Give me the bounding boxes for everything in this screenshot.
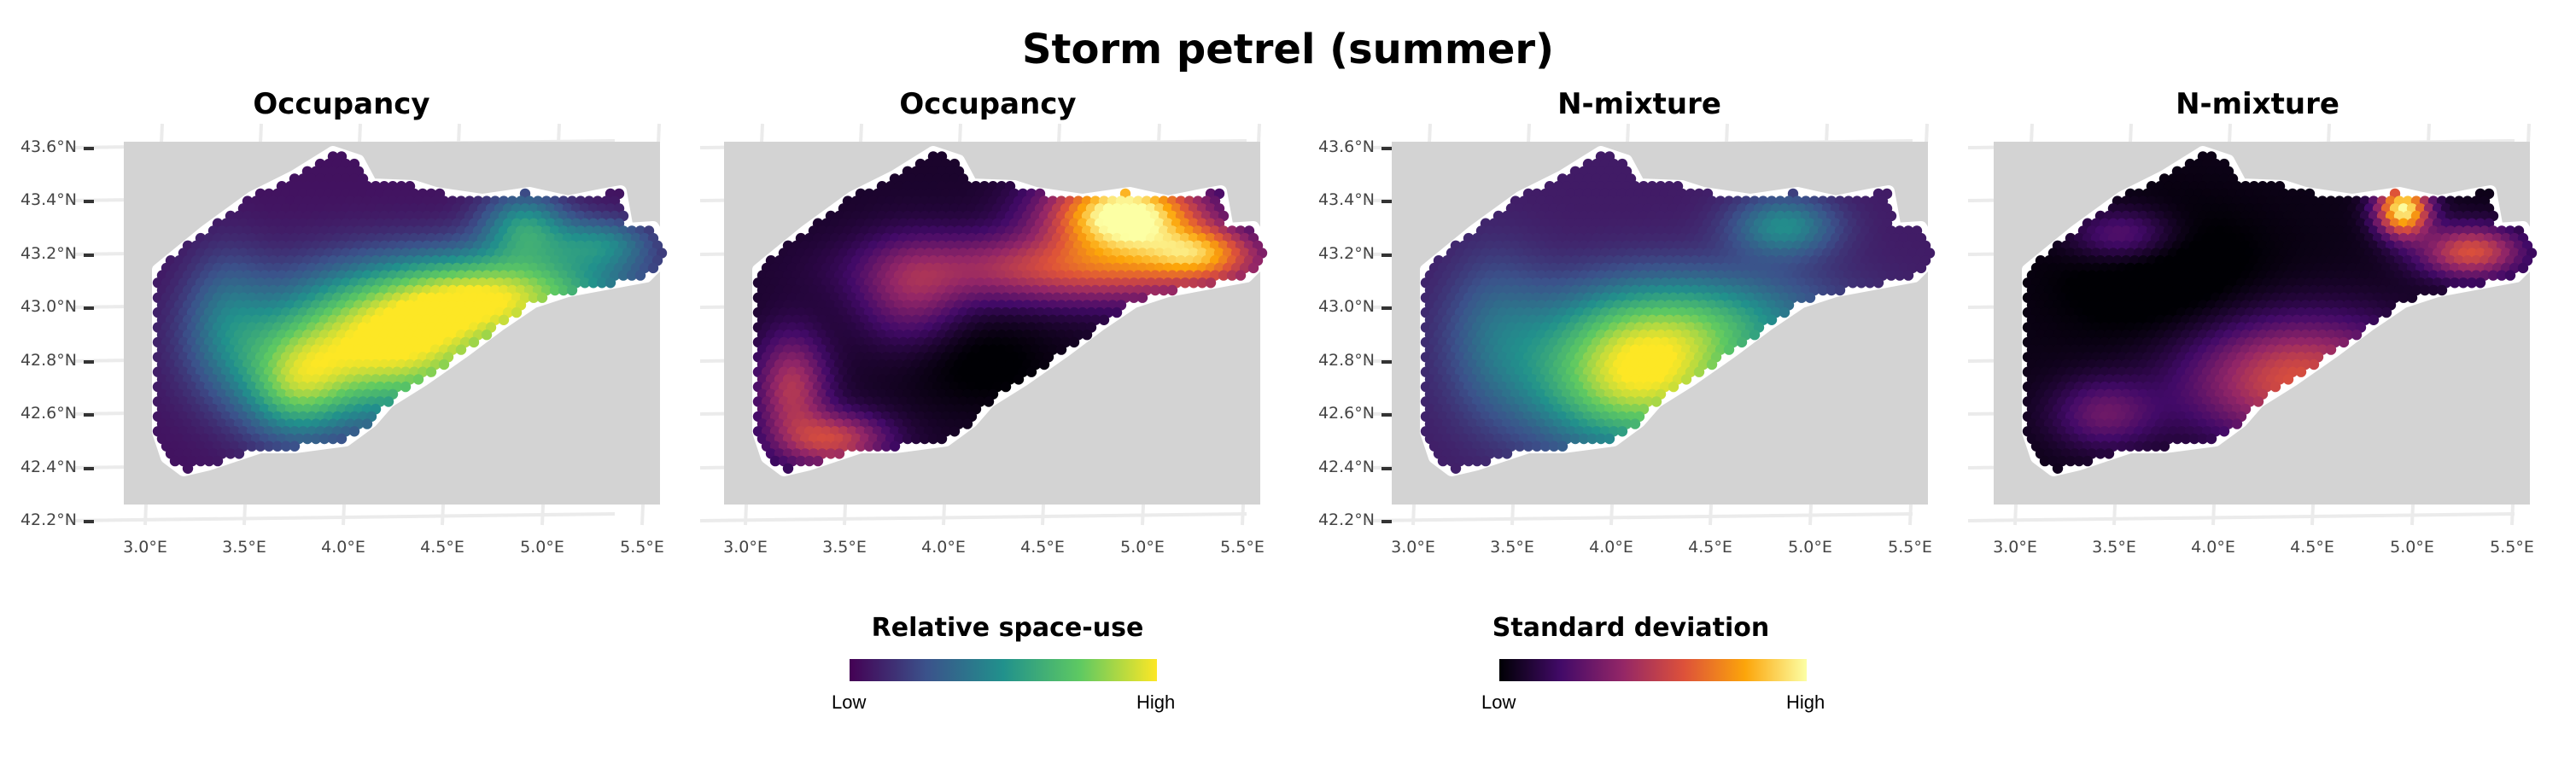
y-tick-label: 43.4°N: [1317, 190, 1375, 209]
y-tick-mark: [1381, 520, 1392, 523]
y-tick-mark: [84, 467, 94, 470]
y-tick-mark: [1381, 413, 1392, 417]
y-tick-mark: [1381, 200, 1392, 203]
y-tick-label: 42.8°N: [20, 351, 77, 370]
y-tick-mark: [84, 147, 94, 150]
hex-cells: [2022, 151, 2538, 474]
panel-title-2: Occupancy: [899, 87, 1077, 121]
x-tick-label: 3.5°E: [1490, 538, 1534, 557]
y-tick-label: 43.6°N: [1317, 137, 1375, 156]
x-tick-label: 3.0°E: [1993, 538, 2037, 557]
x-tick-label: 3.5°E: [2092, 538, 2136, 557]
x-tick-label: 5.5°E: [620, 538, 664, 557]
x-tick-label: 4.0°E: [2191, 538, 2235, 557]
y-tick-mark: [84, 360, 94, 364]
x-tick-label: 4.5°E: [420, 538, 464, 557]
x-tick-label: 3.5°E: [222, 538, 266, 557]
y-tick-label: 42.2°N: [1317, 510, 1375, 529]
panel-title-4: N-mixture: [2176, 87, 2339, 121]
y-tick-mark: [1381, 254, 1392, 257]
hex-cells: [152, 151, 668, 474]
panel-title-3: N-mixture: [1557, 87, 1721, 121]
map-panel-3: [1365, 123, 1937, 526]
x-tick-label: 3.0°E: [1391, 538, 1435, 557]
y-tick-mark: [1381, 360, 1392, 364]
y-tick-mark: [84, 306, 94, 310]
y-tick-mark: [1381, 306, 1392, 310]
y-tick-mark: [84, 413, 94, 417]
x-tick-label: 5.5°E: [1888, 538, 1932, 557]
y-tick-mark: [84, 254, 94, 257]
map-panel-2: [699, 123, 1270, 526]
legend-low-label: Low: [832, 691, 867, 713]
map-panel-1: [67, 123, 669, 526]
x-tick-label: 4.0°E: [1589, 538, 1633, 557]
y-tick-mark: [84, 200, 94, 203]
legend-bar-space-use: [850, 659, 1157, 681]
y-tick-mark: [1381, 467, 1392, 470]
map-panel-4: [1967, 123, 2539, 526]
hex-cells: [1420, 151, 1936, 474]
y-tick-label: 42.4°N: [1317, 458, 1375, 476]
y-tick-label: 42.6°N: [20, 404, 77, 423]
legend-bar-standard-deviation: [1499, 659, 1807, 681]
page-title: Storm petrel (summer): [1021, 26, 1554, 73]
hex-cells: [752, 151, 1268, 474]
x-tick-label: 5.5°E: [2490, 538, 2534, 557]
x-tick-label: 4.0°E: [921, 538, 966, 557]
legend-high-label: High: [1786, 691, 1825, 713]
y-tick-label: 43.2°N: [1317, 244, 1375, 263]
x-tick-label: 3.0°E: [723, 538, 768, 557]
y-tick-label: 43.0°N: [1317, 297, 1375, 316]
x-tick-label: 5.0°E: [2390, 538, 2434, 557]
x-tick-label: 4.5°E: [2290, 538, 2334, 557]
x-tick-label: 5.0°E: [1788, 538, 1832, 557]
y-tick-label: 43.6°N: [20, 137, 77, 156]
x-tick-label: 3.0°E: [123, 538, 167, 557]
x-tick-label: 5.0°E: [1120, 538, 1165, 557]
x-tick-label: 4.5°E: [1688, 538, 1732, 557]
y-tick-mark: [84, 520, 94, 523]
y-tick-label: 43.4°N: [20, 190, 77, 209]
x-tick-label: 4.0°E: [321, 538, 365, 557]
panel-title-1: Occupancy: [253, 87, 430, 121]
y-tick-mark: [1381, 147, 1392, 150]
legend-low-label: Low: [1481, 691, 1516, 713]
y-tick-label: 42.6°N: [1317, 404, 1375, 423]
x-tick-label: 5.5°E: [1220, 538, 1265, 557]
x-tick-label: 4.5°E: [1020, 538, 1065, 557]
legend-title-space-use: Relative space-use: [871, 613, 1144, 643]
legend-high-label: High: [1136, 691, 1176, 713]
legend-title-standard-deviation: Standard deviation: [1492, 613, 1770, 643]
y-tick-label: 43.2°N: [20, 244, 77, 263]
y-tick-label: 42.4°N: [20, 458, 77, 476]
y-tick-label: 42.2°N: [20, 510, 77, 529]
y-tick-label: 43.0°N: [20, 297, 77, 316]
y-tick-label: 42.8°N: [1317, 351, 1375, 370]
x-tick-label: 3.5°E: [822, 538, 867, 557]
x-tick-label: 5.0°E: [520, 538, 564, 557]
